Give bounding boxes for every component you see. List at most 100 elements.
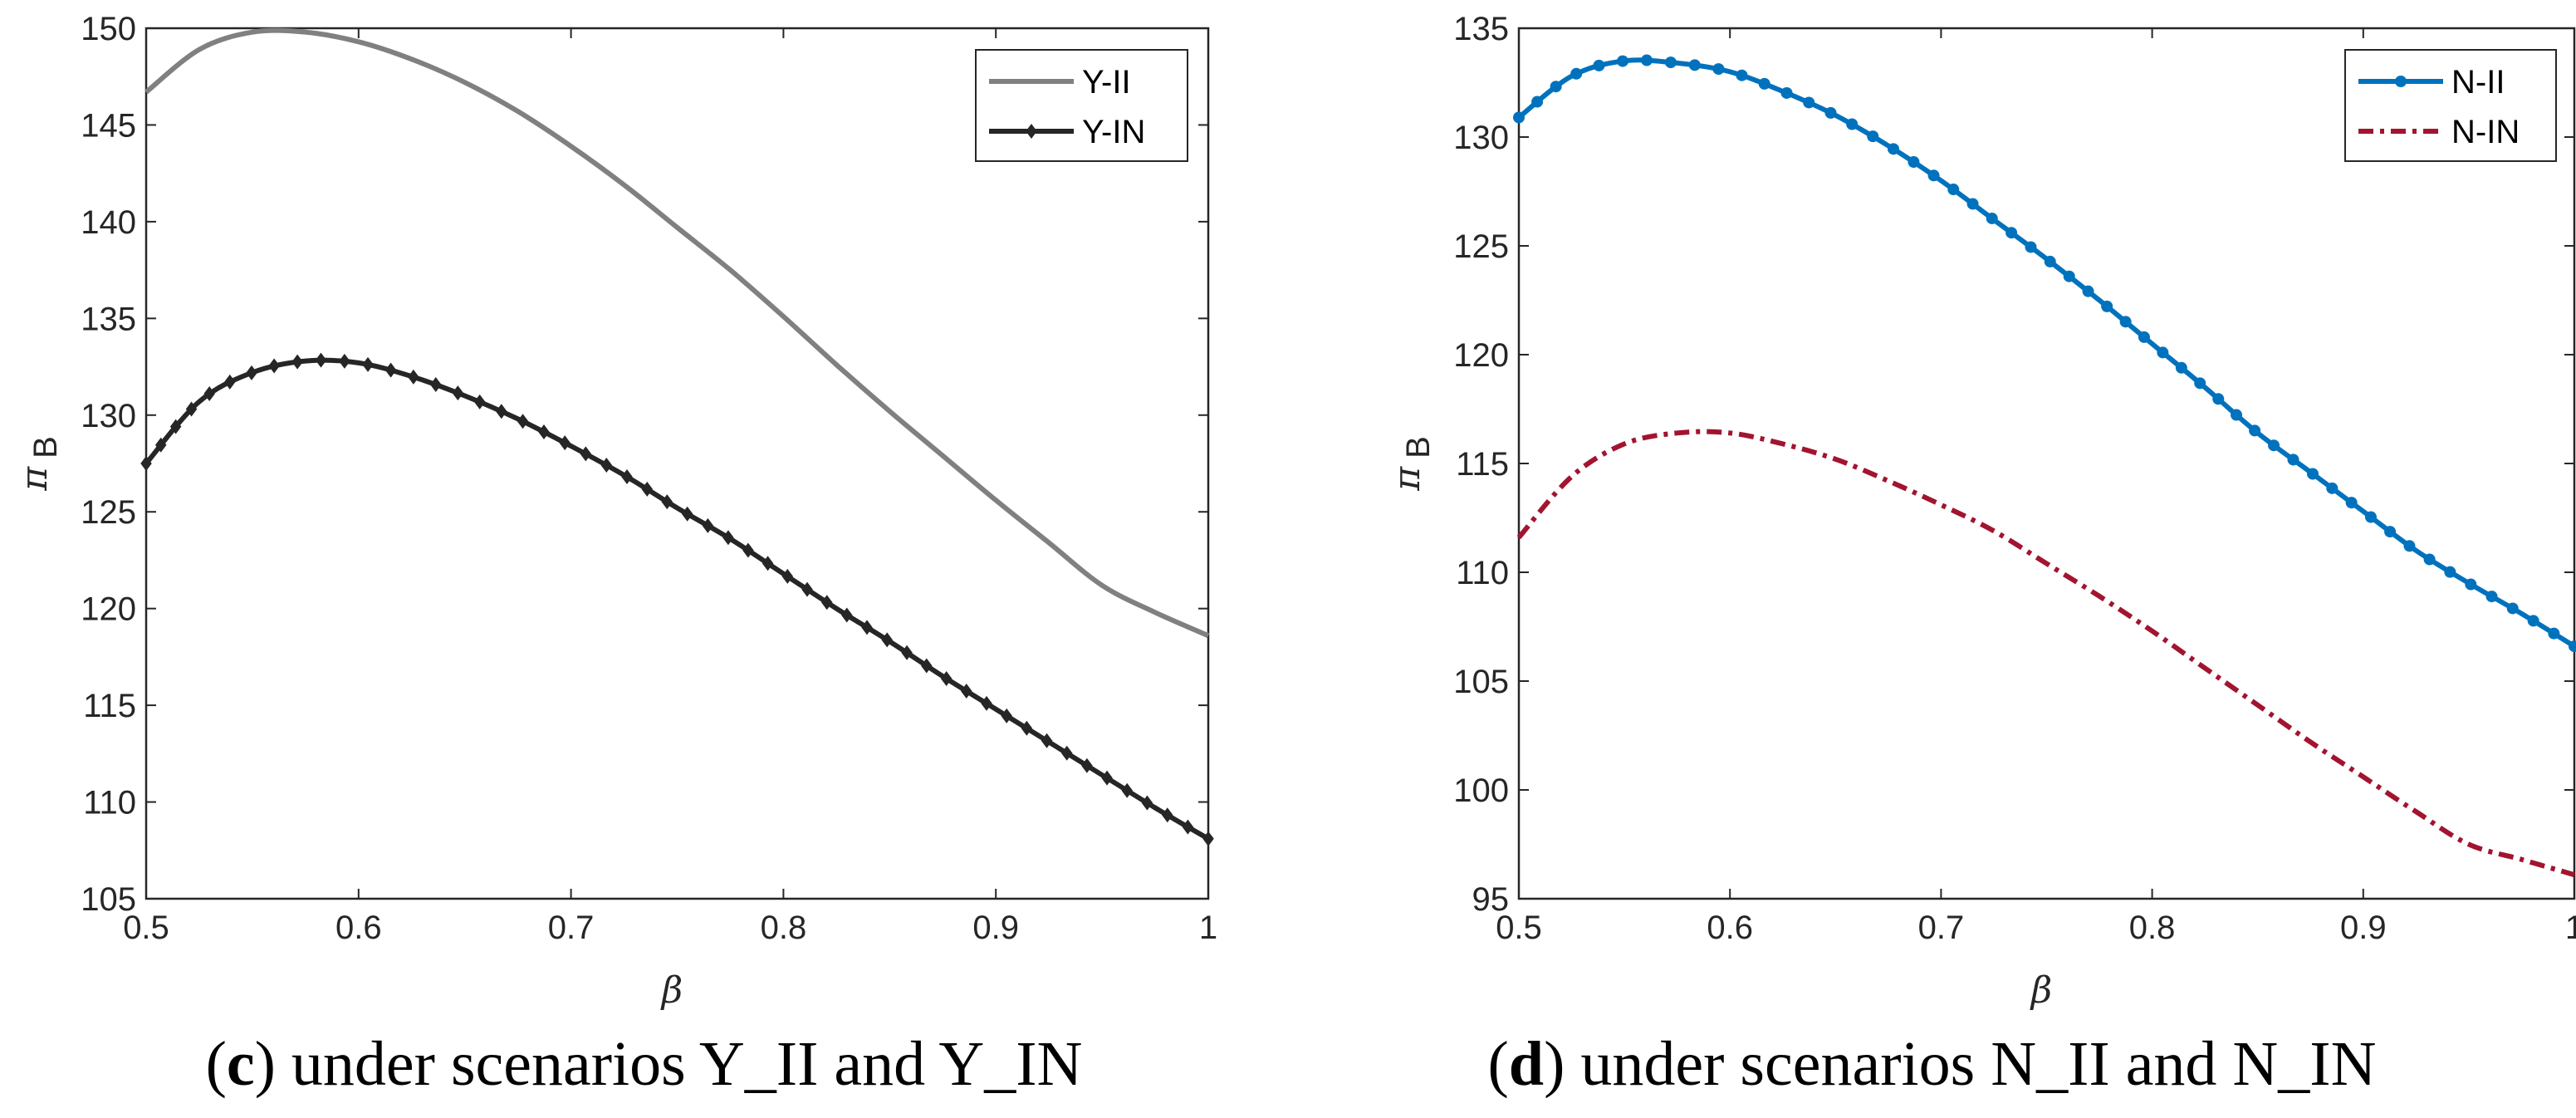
series-marker-N-II bbox=[1570, 67, 1583, 80]
series-marker-Y-IN bbox=[940, 670, 953, 686]
y-tick-label-c: 130 bbox=[81, 398, 136, 434]
y-tick-label-c: 120 bbox=[81, 591, 136, 628]
x-tick-label-c: 0.7 bbox=[548, 910, 595, 946]
series-marker-N-II bbox=[2005, 227, 2018, 239]
series-marker-N-II bbox=[2384, 526, 2397, 538]
series-marker-N-II bbox=[2101, 300, 2113, 312]
series-marker-N-II bbox=[1593, 59, 1605, 71]
x-tick-label-d: 0.8 bbox=[2129, 910, 2176, 946]
series-marker-Y-IN bbox=[203, 386, 215, 402]
x-axis-title-d: β bbox=[2030, 969, 2052, 1012]
series-marker-Y-IN bbox=[1001, 708, 1012, 723]
series-marker-N-II bbox=[2119, 316, 2132, 328]
y-tick-label-d: 115 bbox=[1456, 446, 1509, 483]
y-axis-title-sub-d: B bbox=[1400, 436, 1437, 458]
caption-c: (c) under scenarios Y_II and Y_IN bbox=[205, 1029, 1083, 1099]
y-axis-title-sub-c: B bbox=[27, 436, 64, 458]
series-marker-N-II bbox=[2423, 553, 2436, 566]
legend-label-N-IN: N-IN bbox=[2451, 114, 2520, 150]
chart-d-svg: 0.5 0.6 0.7 0.8 0.9 1 95 100 105 110 115 120 125 130 1… bbox=[1386, 11, 2576, 1012]
series-marker-N-II bbox=[2175, 361, 2187, 374]
series-marker-Y-IN bbox=[339, 353, 350, 369]
x-axis-title-c: β bbox=[660, 969, 683, 1012]
series-marker-N-II bbox=[1888, 143, 1900, 155]
series-marker-N-II bbox=[2138, 331, 2150, 343]
series-marker-N-II bbox=[2444, 566, 2456, 578]
series-marker-N-II bbox=[2485, 591, 2498, 603]
series-marker-N-II bbox=[2082, 285, 2094, 297]
legend-marker-N-II bbox=[2395, 76, 2407, 87]
y-tick-label-c: 140 bbox=[81, 204, 136, 241]
series-line-N-IN bbox=[1516, 429, 2575, 878]
series-marker-N-II bbox=[1758, 77, 1770, 90]
series-marker-N-II bbox=[2231, 409, 2243, 421]
y-tick-label-d: 95 bbox=[1472, 881, 1510, 918]
legend-marker-Y-IN bbox=[1026, 124, 1037, 139]
series-marker-Y-IN bbox=[961, 683, 972, 699]
series-marker-Y-IN bbox=[781, 568, 794, 584]
series-marker-Y-IN bbox=[881, 632, 893, 648]
series-marker-Y-IN bbox=[1021, 720, 1033, 736]
series-marker-Y-IN bbox=[661, 494, 673, 510]
caption-d-text: under scenarios N_II and N_IN bbox=[1580, 1029, 2377, 1099]
legend-label-Y-II: Y-II bbox=[1082, 64, 1131, 101]
y-tick-label-d: 100 bbox=[1453, 772, 1509, 809]
y-axis-title-main-c: π bbox=[13, 466, 56, 492]
y-tick-label-c: 145 bbox=[81, 107, 136, 144]
series-marker-N-II bbox=[2306, 468, 2319, 480]
series-marker-N-II bbox=[1688, 59, 1701, 71]
legend-box-d bbox=[2344, 49, 2557, 162]
x-tick-label-d: 0.7 bbox=[1918, 910, 1965, 946]
series-marker-Y-IN bbox=[801, 581, 813, 597]
y-axis-title-c: πB bbox=[13, 436, 64, 492]
caption-c-letter: c bbox=[226, 1029, 255, 1099]
series-marker-Y-IN bbox=[169, 419, 182, 434]
series-marker-N-II bbox=[1947, 184, 1960, 196]
series-marker-N-II bbox=[2326, 482, 2338, 494]
series-marker-N-II bbox=[1824, 106, 1837, 119]
series-marker-N-II bbox=[1640, 54, 1653, 66]
series-line-Y-II bbox=[144, 27, 1210, 639]
series-marker-Y-IN bbox=[1182, 819, 1194, 835]
y-tick-label-d: 135 bbox=[1453, 11, 1509, 47]
series-marker-N-II bbox=[1908, 156, 1920, 169]
series-marker-Y-IN bbox=[580, 446, 592, 462]
series-marker-Y-IN bbox=[641, 481, 653, 497]
series-marker-Y-IN bbox=[517, 414, 529, 429]
series-marker-N-II bbox=[2157, 346, 2169, 359]
y-tick-label-c: 110 bbox=[83, 785, 136, 821]
series-marker-N-II bbox=[2268, 439, 2280, 452]
series-marker-Y-IN bbox=[408, 369, 419, 385]
y-tick-label-c: 135 bbox=[81, 301, 136, 337]
series-marker-Y-IN bbox=[1060, 745, 1073, 761]
series-marker-Y-IN bbox=[841, 607, 853, 623]
series-marker-N-II bbox=[2569, 640, 2576, 653]
y-tick-label-c: 125 bbox=[81, 494, 136, 531]
series-marker-N-II bbox=[1780, 86, 1793, 99]
legend-box-c bbox=[975, 49, 1188, 162]
series-marker-Y-IN bbox=[921, 658, 933, 674]
y-tick-label-d: 105 bbox=[1453, 664, 1509, 700]
series-marker-Y-IN bbox=[268, 358, 280, 374]
chart-c-svg: 0.5 0.6 0.7 0.8 0.9 1 105 110 115 120 125 130 135 140… bbox=[13, 11, 1217, 1012]
x-tick-label-d: 1 bbox=[2565, 910, 2576, 946]
series-marker-Y-IN bbox=[473, 394, 486, 409]
series-marker-Y-IN bbox=[1101, 770, 1113, 786]
series-marker-Y-IN bbox=[430, 377, 442, 393]
series-marker-Y-IN bbox=[722, 530, 734, 546]
y-tick-label-c: 115 bbox=[83, 688, 136, 724]
series-marker-Y-IN bbox=[600, 457, 613, 473]
series-marker-Y-IN bbox=[140, 456, 152, 471]
caption-d: (d) under scenarios N_II and N_IN bbox=[1487, 1029, 2377, 1099]
series-marker-Y-IN bbox=[861, 620, 873, 635]
series-marker-N-II bbox=[1803, 96, 1815, 109]
series-marker-Y-IN bbox=[538, 424, 550, 439]
series-marker-N-II bbox=[1617, 55, 1629, 67]
chart-panel-c: 0.5 0.6 0.7 0.8 0.9 1 105 110 115 120 125 130 135 140… bbox=[13, 11, 1217, 1099]
series-marker-N-II bbox=[2044, 255, 2056, 267]
series-marker-Y-IN bbox=[742, 542, 754, 558]
series-marker-N-II bbox=[1736, 69, 1748, 81]
series-marker-N-II bbox=[1986, 212, 1998, 224]
series-marker-Y-IN bbox=[821, 595, 833, 610]
x-tick-label-c: 0.8 bbox=[761, 910, 807, 946]
